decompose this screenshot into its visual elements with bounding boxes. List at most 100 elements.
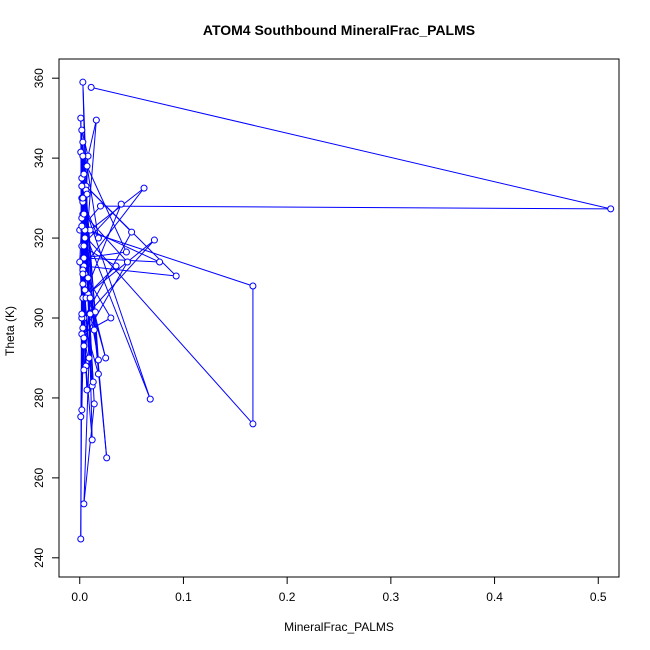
data-point bbox=[128, 228, 136, 236]
data-point bbox=[76, 258, 84, 266]
series-segment bbox=[83, 213, 128, 263]
data-point bbox=[96, 202, 104, 210]
chart-title: ATOM4 Southbound MineralFrac_PALMS bbox=[203, 22, 475, 38]
series-segment bbox=[82, 239, 155, 299]
data-point bbox=[79, 280, 87, 288]
series-segment bbox=[83, 403, 95, 504]
data-point bbox=[92, 116, 100, 124]
data-point bbox=[86, 310, 94, 318]
data-point bbox=[77, 413, 85, 421]
data-point bbox=[77, 114, 85, 122]
data-point bbox=[112, 262, 120, 270]
data-point bbox=[79, 324, 87, 332]
data-point bbox=[79, 138, 87, 146]
data-point bbox=[79, 270, 87, 278]
series-segment bbox=[82, 257, 160, 263]
data-point bbox=[80, 242, 88, 250]
series-segment bbox=[83, 357, 90, 504]
series-segment bbox=[86, 166, 99, 239]
data-point bbox=[77, 535, 85, 543]
data-point bbox=[78, 126, 86, 134]
y-tick-label: 340 bbox=[32, 148, 46, 168]
data-point bbox=[78, 310, 86, 318]
x-tick-label: 0.2 bbox=[279, 590, 296, 604]
data-point bbox=[78, 222, 86, 230]
data-point bbox=[103, 454, 111, 462]
y-tick-label: 320 bbox=[32, 228, 46, 248]
data-point bbox=[80, 170, 88, 178]
data-point bbox=[79, 194, 87, 202]
data-point bbox=[83, 190, 91, 198]
data-point bbox=[89, 378, 97, 386]
y-tick-label: 280 bbox=[32, 388, 46, 408]
x-axis-label: MineralFrac_PALMS bbox=[284, 620, 394, 634]
x-tick-label: 0.1 bbox=[175, 590, 192, 604]
data-point bbox=[80, 500, 88, 508]
y-axis-label: Theta (K) bbox=[3, 306, 17, 356]
data-point bbox=[172, 272, 180, 280]
series-segment bbox=[83, 229, 254, 287]
y-tick-label: 240 bbox=[32, 547, 46, 567]
data-point bbox=[249, 420, 257, 428]
data-point bbox=[80, 210, 88, 218]
x-axis: 0.0 0.1 0.2 0.3 0.4 0.5 bbox=[71, 576, 607, 604]
data-point bbox=[90, 400, 98, 408]
x-tick-label: 0.5 bbox=[590, 590, 607, 604]
series-segment bbox=[91, 86, 611, 210]
y-tick-label: 360 bbox=[32, 68, 46, 88]
data-point bbox=[81, 234, 89, 242]
data-point bbox=[79, 78, 87, 86]
data-point bbox=[249, 282, 257, 290]
data-point bbox=[83, 386, 91, 394]
series-segment bbox=[82, 142, 89, 279]
y-tick-label: 300 bbox=[32, 308, 46, 328]
data-point bbox=[122, 248, 130, 256]
y-tick-label: 260 bbox=[32, 468, 46, 488]
data-point bbox=[80, 366, 88, 374]
data-point bbox=[140, 184, 148, 192]
data-point bbox=[607, 205, 615, 213]
data-point bbox=[107, 314, 115, 322]
data-point bbox=[84, 274, 92, 282]
series-segment bbox=[89, 229, 160, 263]
series-segment bbox=[83, 265, 177, 277]
data-point bbox=[102, 354, 110, 362]
data-point bbox=[150, 236, 158, 244]
data-point bbox=[80, 254, 88, 262]
data-point bbox=[90, 326, 98, 334]
data-point bbox=[94, 234, 102, 242]
data-point bbox=[81, 286, 89, 294]
series-segment bbox=[87, 265, 117, 295]
series-segment bbox=[84, 230, 108, 458]
data-point bbox=[80, 334, 88, 342]
data-point bbox=[78, 406, 86, 414]
data-point bbox=[80, 342, 88, 350]
data-point bbox=[87, 83, 95, 91]
series-layer bbox=[76, 78, 615, 543]
series-segment bbox=[83, 239, 155, 319]
data-point bbox=[86, 294, 94, 302]
series-segment bbox=[83, 261, 128, 339]
data-point bbox=[146, 395, 154, 403]
x-tick-label: 0.0 bbox=[71, 590, 88, 604]
data-point bbox=[78, 182, 86, 190]
series-segment bbox=[79, 229, 254, 425]
data-point bbox=[88, 436, 96, 444]
data-point bbox=[85, 354, 93, 362]
series-segment bbox=[81, 313, 99, 375]
data-point bbox=[94, 370, 102, 378]
data-point bbox=[79, 152, 87, 160]
x-tick-label: 0.3 bbox=[383, 590, 400, 604]
data-point bbox=[156, 258, 164, 266]
data-point bbox=[117, 200, 125, 208]
data-point bbox=[94, 356, 102, 364]
data-point bbox=[83, 162, 91, 170]
series-segment bbox=[86, 165, 127, 253]
series-segment bbox=[100, 205, 611, 210]
data-point bbox=[123, 258, 131, 266]
x-tick-label: 0.4 bbox=[486, 590, 503, 604]
y-axis: 240 260 280 300 320 340 360 bbox=[32, 68, 60, 568]
series-segment bbox=[85, 185, 132, 233]
